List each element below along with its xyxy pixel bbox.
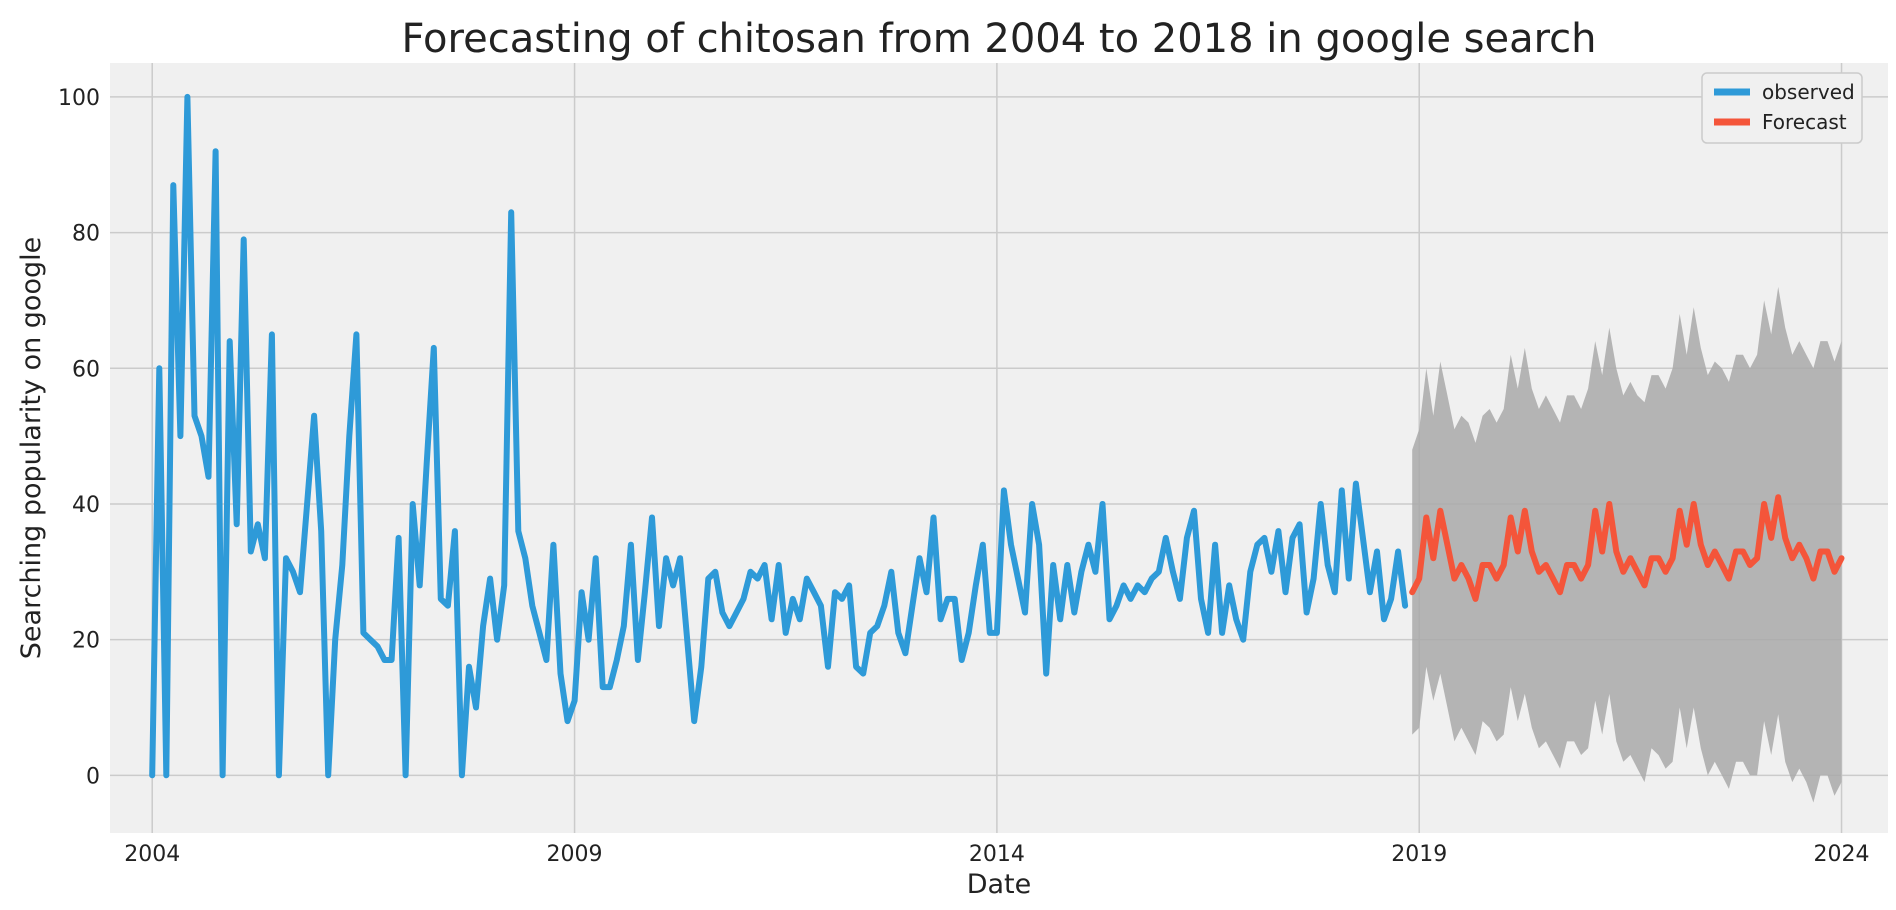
y-tick-labels: 0 20 40 60 80 100 bbox=[58, 86, 100, 789]
x-tick-label: 2019 bbox=[1391, 842, 1447, 867]
x-tick-label: 2014 bbox=[969, 842, 1025, 867]
confidence-band bbox=[1412, 286, 1842, 803]
y-tick-label: 40 bbox=[72, 493, 100, 518]
legend-label-observed: observed bbox=[1762, 80, 1855, 104]
y-tick-label: 80 bbox=[72, 222, 100, 247]
x-tick-label: 2004 bbox=[124, 842, 180, 867]
y-axis-label: Searching popularity on google bbox=[16, 237, 47, 659]
chart-title: Forecasting of chitosan from 2004 to 201… bbox=[401, 16, 1596, 62]
y-tick-label: 0 bbox=[86, 764, 100, 789]
y-tick-label: 60 bbox=[72, 357, 100, 382]
y-tick-label: 20 bbox=[72, 629, 100, 654]
y-tick-label: 100 bbox=[58, 86, 100, 111]
x-tick-label: 2024 bbox=[1814, 842, 1870, 867]
legend-label-forecast: Forecast bbox=[1762, 110, 1847, 134]
legend: observed Forecast bbox=[1701, 72, 1863, 144]
observed-series-line bbox=[149, 93, 1409, 779]
x-tick-label: 2009 bbox=[547, 842, 603, 867]
x-axis-label: Date bbox=[967, 869, 1032, 900]
x-tick-labels: 2004 2009 2014 2019 2024 bbox=[124, 842, 1869, 867]
forecast-series-line bbox=[1409, 494, 1845, 602]
